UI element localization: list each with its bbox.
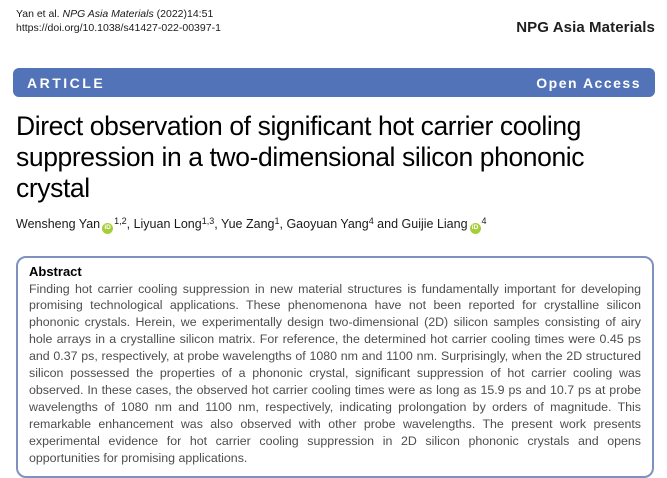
orcid-icon[interactable]: iD <box>102 223 113 234</box>
author-affiliation: 1,3 <box>202 216 215 226</box>
title-line: suppression in a two-dimensional silicon… <box>16 142 655 173</box>
citation-suffix: (2022)14:51 <box>154 8 214 20</box>
author-affiliation: 1 <box>274 216 279 226</box>
author-name: Wensheng Yan <box>16 217 100 231</box>
abstract-heading: Abstract <box>29 264 641 279</box>
title-line: crystal <box>16 173 655 204</box>
orcid-icon[interactable]: iD <box>470 223 481 234</box>
abstract-box: Abstract Finding hot carrier cooling sup… <box>16 256 654 478</box>
article-type-label: ARTICLE <box>27 75 105 91</box>
author-name: Liyuan Long <box>134 217 202 231</box>
title-line: Direct observation of significant hot ca… <box>16 111 655 142</box>
journal-name: NPG Asia Materials <box>516 19 655 36</box>
author-affiliation: 4 <box>369 216 374 226</box>
author-affiliation: 4 <box>482 216 487 226</box>
author-name: Guijie Liang <box>402 217 468 231</box>
author-name: Gaoyuan Yang <box>286 217 368 231</box>
author-affiliation: 1,2 <box>114 216 127 226</box>
page-header: Yan et al. NPG Asia Materials (2022)14:5… <box>16 7 655 35</box>
open-access-label: Open Access <box>536 75 641 91</box>
citation-journal: NPG Asia Materials <box>63 8 154 20</box>
article-title: Direct observation of significant hot ca… <box>16 111 655 204</box>
article-type-banner: ARTICLE Open Access <box>13 68 655 97</box>
citation-prefix: Yan et al. <box>16 8 63 20</box>
author-name: Yue Zang <box>221 217 275 231</box>
abstract-body: Finding hot carrier cooling suppression … <box>29 281 641 467</box>
